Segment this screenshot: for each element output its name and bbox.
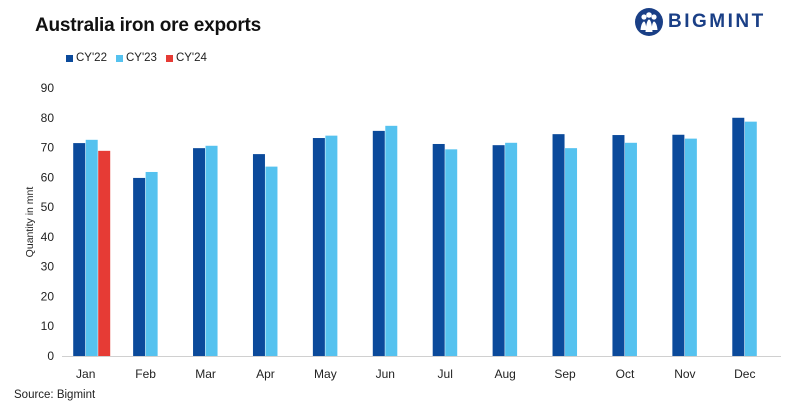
y-tick-label: 0 [47, 349, 54, 363]
bar-cy23-dec [744, 121, 757, 356]
legend-item-cy24: CY'24 [165, 52, 207, 64]
y-tick-label: 30 [41, 260, 55, 274]
bar-cy23-sep [565, 148, 578, 356]
legend-swatch-cy24 [165, 54, 173, 62]
bar-cy23-jul [445, 149, 458, 356]
bar-cy23-mar [205, 145, 218, 356]
x-tick-label: Feb [135, 367, 156, 381]
bar-cy23-nov [684, 138, 697, 356]
bigmint-logo: BIGMINT [634, 6, 766, 38]
bar-cy23-may [325, 135, 338, 356]
x-tick-label: Jun [376, 367, 395, 381]
bar-cy23-feb [145, 171, 158, 356]
y-tick-label: 40 [41, 230, 55, 244]
bar-cy22-jul [432, 143, 445, 356]
bar-cy22-may [312, 138, 325, 356]
y-tick-label: 60 [41, 170, 55, 184]
legend-swatch-cy23 [115, 54, 123, 62]
y-tick-label: 10 [41, 319, 55, 333]
x-tick-label: Dec [734, 367, 755, 381]
bar-cy22-sep [552, 134, 565, 356]
legend-swatch-cy22 [66, 54, 73, 62]
bar-cy22-dec [732, 117, 745, 357]
x-tick-label: Sep [554, 367, 576, 381]
y-tick-label: 20 [41, 289, 55, 303]
x-tick-label: Jul [438, 367, 453, 381]
x-tick-label: Jan [76, 367, 95, 381]
chart-title: Australia iron ore exports [35, 15, 262, 36]
bigmint-people-logo-icon [635, 8, 663, 36]
bar-cy23-jun [385, 125, 398, 356]
bar-cy22-feb [133, 177, 146, 356]
legend-item-cy23: CY'23 [115, 52, 157, 64]
legend-item-cy22: CY'22 [66, 52, 107, 64]
x-tick-label: Mar [195, 367, 216, 381]
source-note: Source: Bigmint [14, 389, 96, 401]
bar-cy23-oct [624, 142, 637, 356]
bar-cy22-nov [672, 134, 685, 356]
bar-cy23-aug [505, 142, 518, 356]
y-tick-label: 80 [41, 111, 55, 125]
bar-cy22-oct [612, 135, 625, 356]
chart-legend: CY'22 CY'23 CY'24 [66, 52, 216, 64]
y-tick-label: 70 [41, 141, 55, 155]
x-tick-label: Aug [494, 367, 515, 381]
legend-label-cy22: CY'22 [76, 52, 107, 64]
logo-text: BIGMINT [668, 11, 766, 32]
bar-cy23-jan [85, 139, 98, 356]
legend-label-cy23: CY'23 [125, 52, 157, 64]
x-tick-label: Nov [674, 367, 695, 381]
y-axis-label: Quantity in mnt [24, 187, 36, 258]
x-tick-label: Oct [616, 367, 635, 381]
bar-cy24-jan [98, 150, 111, 356]
bar-cy22-mar [193, 148, 206, 356]
bar-cy23-apr [265, 166, 278, 356]
bar-cy22-aug [492, 145, 505, 356]
bar-cy22-apr [252, 154, 265, 356]
y-tick-label: 50 [41, 200, 55, 214]
x-tick-label: Apr [256, 367, 275, 381]
y-tick-label: 90 [41, 81, 55, 95]
bar-cy22-jun [372, 130, 385, 356]
x-tick-label: May [314, 367, 337, 381]
bar-cy22-jan [73, 143, 86, 356]
legend-label-cy24: CY'24 [175, 52, 207, 64]
